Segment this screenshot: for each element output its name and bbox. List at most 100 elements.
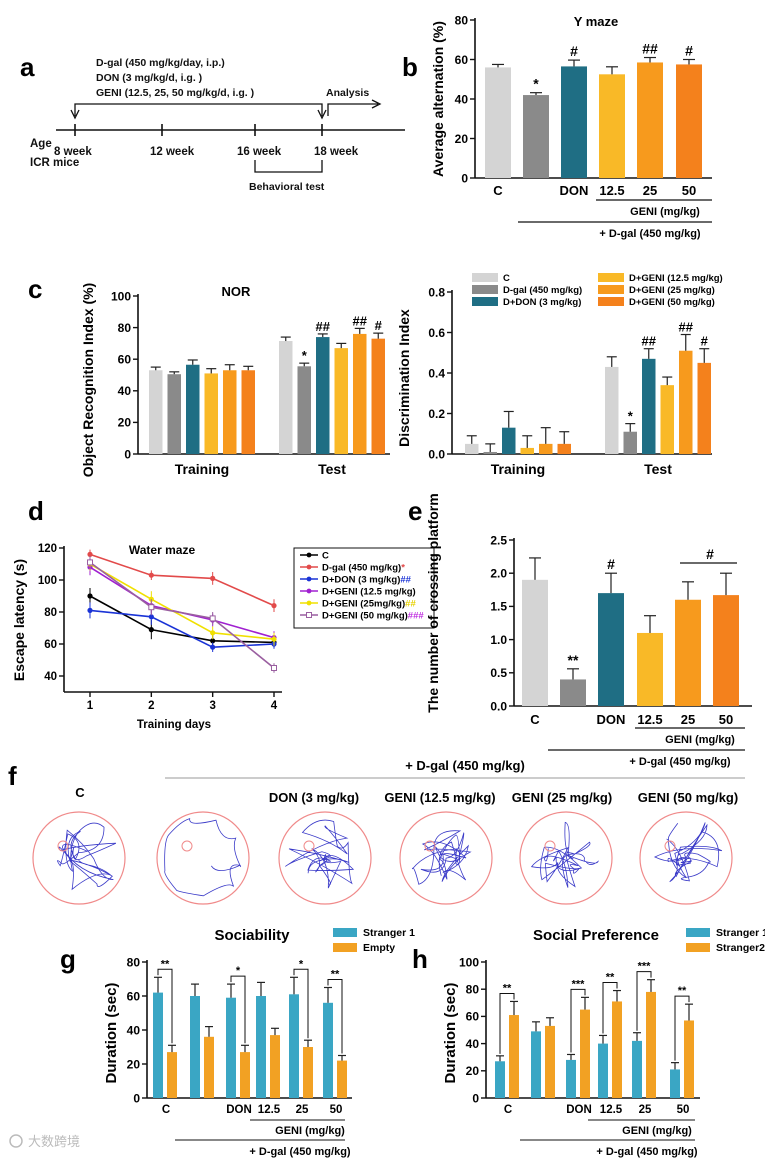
significance-mark: * (302, 348, 308, 363)
panel-letter-d: d (28, 496, 44, 526)
timeline-line-3: GENI (12.5, 25, 50 mg/kg/d, i.g. ) (96, 87, 254, 99)
analysis-label: Analysis (326, 87, 369, 99)
y-axis-title: Average alternation (%) (430, 21, 446, 177)
bar-test (642, 358, 656, 454)
significance-mark: * (299, 958, 304, 970)
bar-test (660, 385, 674, 454)
y-tick-label: 0.5 (490, 666, 507, 680)
data-point (271, 665, 277, 671)
y-tick-label: 80 (466, 983, 480, 997)
legend-marker (306, 576, 312, 582)
age-label: Age (30, 138, 52, 150)
series-line (89, 561, 275, 669)
significance-mark: * (236, 965, 241, 977)
bar-stranger2 (580, 1009, 590, 1098)
data-point (271, 603, 277, 609)
y-tick-label: 0.2 (428, 407, 445, 421)
bar-stranger2 (545, 1025, 555, 1098)
legend-significance-mark: * (401, 563, 405, 574)
bar-test (334, 348, 348, 454)
legend-box (293, 547, 435, 629)
timeline-line-1: D-gal (450 mg/kg/day, i.p.) (96, 57, 225, 69)
y-tick-label: 80 (118, 321, 132, 335)
significance-mark: ## (679, 320, 694, 335)
y-axis-title: Escape latency (s) (11, 559, 27, 681)
x-tick-label: 12.5 (258, 1104, 281, 1116)
panel-letter-b: b (402, 52, 418, 82)
legend-label: D+GENI (25 mg/kg) (629, 285, 715, 296)
bar-12.5 (599, 74, 625, 178)
arena-circle (278, 811, 372, 905)
significance-mark: ** (503, 982, 512, 994)
swim-track (57, 822, 117, 891)
y-tick-label: 20 (127, 1057, 141, 1071)
chart-b-y-maze: 0 20 40 60 80 Average alternation (%) Y maze C *… (430, 13, 712, 240)
legend-label: Stranger2 (716, 942, 765, 954)
x-tick-label: 3 (209, 700, 215, 712)
data-point (148, 614, 154, 620)
data-point (210, 575, 216, 582)
bar-empty (270, 1035, 280, 1098)
legend-label: C (503, 273, 510, 284)
legend-label: D+DON (3 mg/kg) (503, 297, 581, 308)
x-tick-label: C (530, 712, 540, 727)
chart-c-discrimination-index: 0.0 0.2 0.4 0.6 0.8 Discrimination Index Train… (396, 273, 723, 477)
significance-bracket (293, 968, 309, 1039)
group-label: Test (318, 461, 346, 477)
platform-location (544, 840, 556, 852)
significance-mark: # (375, 318, 383, 333)
bar-stranger-1 (323, 1002, 333, 1098)
week-8-label: 8 week (54, 146, 92, 158)
x-tick-label: 50 (330, 1104, 343, 1116)
bar-test (353, 333, 367, 454)
behavioral-test-label: Behavioral test (249, 181, 325, 193)
y-tick-label: 80 (455, 13, 469, 27)
y-tick-label: 80 (44, 607, 57, 619)
chart-e-crossing-platform: 0.0 0.5 1.0 1.5 2.0 2.5 The number of crossing… (425, 493, 752, 768)
y-axis-title: Object Recognition Index (%) (80, 283, 96, 477)
legend-swatch (598, 297, 624, 306)
x-tick-label: 1 (87, 700, 94, 712)
group-label: Training (491, 461, 545, 477)
bar-test (316, 337, 330, 454)
legend-label: D-gal (450 mg/kg) (503, 285, 582, 296)
bar-stranger2 (684, 1020, 694, 1098)
bar-training (167, 374, 181, 454)
x-tick-label: DON (597, 712, 626, 727)
y-tick-label: 40 (466, 1037, 480, 1051)
swim-track (411, 830, 472, 885)
y-tick-label: 1.5 (490, 600, 507, 614)
bar-stranger-1 (531, 1031, 541, 1098)
panel-f-swim-tracks: + D-gal (450 mg/kg) C DON (3 mg/kg) GENI (1… (32, 758, 745, 905)
y-tick-label: 0.4 (428, 366, 445, 380)
data-point (148, 627, 154, 633)
x-tick-label: 4 (271, 700, 278, 712)
x-tick-label: 25 (681, 712, 695, 727)
bar-dgal (560, 679, 586, 706)
analysis-arrow (327, 99, 382, 116)
arena-circle (639, 811, 733, 905)
data-point (87, 551, 93, 558)
bar-training (520, 447, 534, 454)
significance-mark: # (685, 43, 693, 59)
bar-training (223, 370, 237, 454)
x-tick-label: 2 (148, 700, 154, 712)
group-label: GENI (mg/kg) (622, 1125, 692, 1137)
x-tick-label: C (493, 183, 503, 198)
legend-significance-mark: ## (405, 599, 416, 610)
series-line (89, 563, 275, 640)
bar-dgal (523, 95, 549, 178)
legend-label: D+GENI (50 mg/kg)### (322, 611, 424, 622)
series-line (89, 609, 275, 649)
panel-a-timeline: D-gal (450 mg/kg/day, i.p.) DON (3 mg/kg… (30, 57, 405, 193)
significance-mark: # (607, 556, 615, 572)
group-label: GENI (50 mg/kg) (638, 790, 738, 805)
data-point (148, 572, 154, 578)
bar-50 (676, 64, 702, 178)
legend-label: C (322, 551, 329, 562)
y-tick-label: 0.6 (428, 326, 445, 340)
bar-stranger2 (509, 1015, 519, 1098)
significance-mark: ## (353, 313, 368, 328)
group-label: GENI (25 mg/kg) (512, 790, 612, 805)
